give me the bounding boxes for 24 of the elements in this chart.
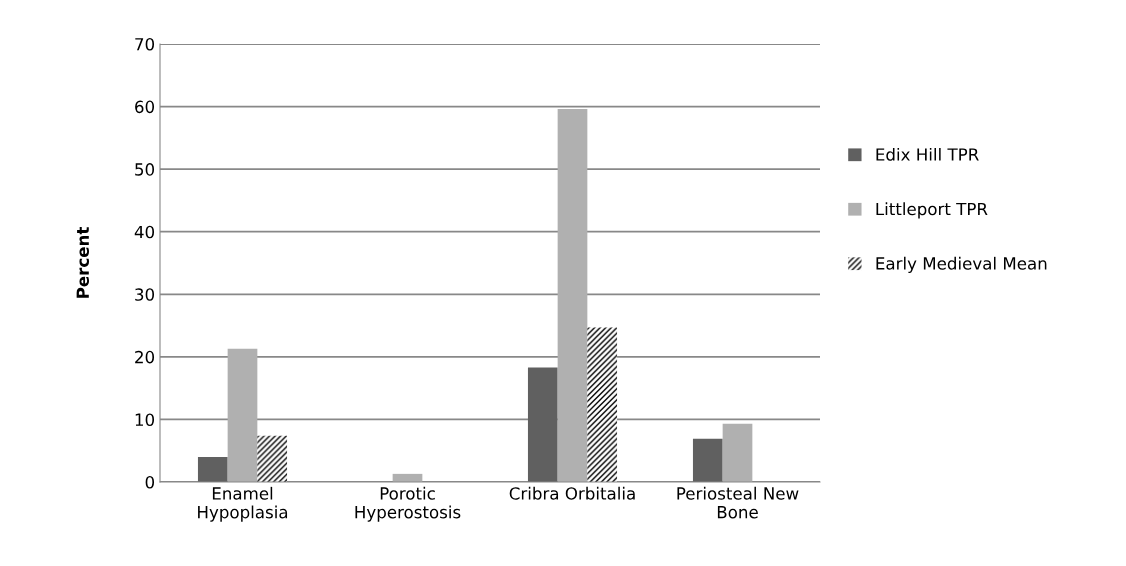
bar bbox=[692, 438, 723, 482]
y-tick-label: 40 bbox=[134, 225, 155, 239]
y-tick-label: 30 bbox=[135, 288, 155, 301]
bar bbox=[227, 348, 258, 482]
bar bbox=[527, 367, 558, 482]
bar bbox=[557, 109, 588, 482]
y-tick-label: 10 bbox=[135, 413, 155, 426]
y-tick-label: 70 bbox=[135, 37, 155, 51]
x-tick-label: Enamel Hypoplasia bbox=[198, 486, 288, 522]
bar bbox=[587, 327, 618, 482]
bar bbox=[722, 423, 753, 482]
y-axis-title: Percent bbox=[76, 227, 90, 298]
x-tick-label: Periosteal New Bone bbox=[677, 486, 799, 519]
y-tick-label: 50 bbox=[135, 163, 155, 176]
legend-label: Littleport TPR bbox=[876, 202, 988, 219]
x-tick-label: Cribra Orbitalia bbox=[509, 486, 635, 500]
legend-label: Early Medieval Mean bbox=[876, 256, 1047, 273]
y-tick-label: 60 bbox=[135, 100, 155, 114]
legend-label: Edix Hill TPR bbox=[876, 147, 979, 161]
y-tick-label: 0 bbox=[145, 475, 155, 489]
bar bbox=[197, 456, 228, 482]
y-tick-label: 20 bbox=[135, 350, 155, 364]
x-tick-label: Porotic Hyperostosis bbox=[355, 486, 461, 522]
bar bbox=[257, 435, 288, 482]
